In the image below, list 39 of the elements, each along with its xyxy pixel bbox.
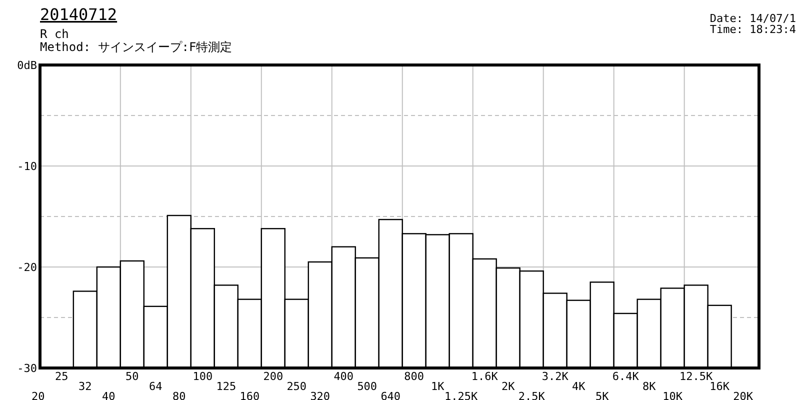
x-tick-label: 500 <box>357 380 378 393</box>
x-tick-label: 125 <box>216 380 236 393</box>
x-tick-label: 100 <box>192 370 213 383</box>
x-tick-label: 8K <box>642 380 656 393</box>
x-tick-label: 2.5K <box>518 390 546 400</box>
chart-subtitle: R ch Method: サインスイープ:F特測定 <box>40 27 232 54</box>
x-tick-label: 1.25K <box>444 390 478 400</box>
x-tick-label: 5K <box>595 390 610 400</box>
x-tick-label: 50 <box>126 370 139 383</box>
y-tick-label: -10 <box>17 160 37 173</box>
x-tick-label: 640 <box>380 390 401 400</box>
x-tick-label: 10K <box>662 390 683 400</box>
x-tick-label: 3.2K <box>542 370 569 383</box>
text: Time: 18:23:4 <box>710 23 796 36</box>
x-tick-label: 4K <box>572 380 586 393</box>
x-tick-label: 1.6K <box>471 370 498 383</box>
x-tick-label: 20K <box>733 390 754 400</box>
x-tick-label: 40 <box>102 390 116 400</box>
x-tick-label: 800 <box>404 370 424 383</box>
y-tick-label: -30 <box>17 362 37 375</box>
x-tick-label: 80 <box>172 390 186 400</box>
x-tick-label: 20 <box>32 390 45 400</box>
x-tick-label: 25 <box>55 370 68 383</box>
y-tick-label: 0dB <box>17 59 38 72</box>
x-tick-label: 16K <box>710 380 730 393</box>
x-tick-label: 2K <box>501 380 516 393</box>
x-tick-label: 160 <box>240 390 260 400</box>
x-tick-label: 1K <box>430 380 445 393</box>
x-tick-label: 200 <box>263 370 284 383</box>
x-tick-label: 250 <box>286 380 307 393</box>
x-tick-label: 12.5K <box>680 370 714 383</box>
text: Date: 14/07/1 <box>710 12 796 25</box>
x-tick-label: 64 <box>149 380 163 393</box>
x-tick-label: 6.4K <box>612 370 640 383</box>
chart-title: 20140712 <box>40 5 118 24</box>
x-tick-label: 32 <box>78 380 92 393</box>
x-tick-label: 400 <box>334 370 354 383</box>
y-tick-label: -20 <box>17 261 37 274</box>
x-tick-label: 320 <box>310 390 330 400</box>
